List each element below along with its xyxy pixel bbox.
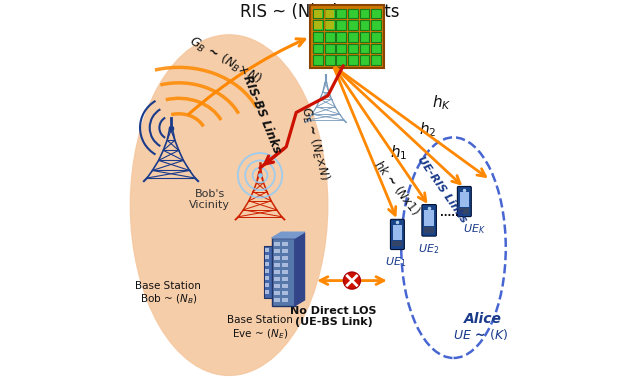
Text: UE-RIS Links: UE-RIS Links (415, 154, 468, 225)
Bar (273, 291, 280, 295)
Bar (337, 44, 346, 53)
Bar (325, 55, 335, 65)
Text: $UE_K$: $UE_K$ (463, 223, 486, 236)
Bar (282, 291, 288, 295)
Bar (348, 32, 358, 42)
Text: $UE_1$: $UE_1$ (385, 255, 406, 269)
Bar (282, 249, 288, 253)
Text: Base Station
Eve ~ $(N_E)$: Base Station Eve ~ $(N_E)$ (227, 315, 293, 341)
Bar (325, 32, 335, 42)
Bar (371, 9, 381, 19)
Bar (313, 32, 323, 42)
Bar (337, 9, 346, 19)
Bar (313, 9, 323, 19)
Bar (424, 227, 435, 233)
Bar (265, 255, 269, 259)
Polygon shape (264, 246, 271, 298)
Bar (273, 256, 280, 260)
FancyBboxPatch shape (422, 205, 436, 236)
Bar (460, 192, 469, 207)
Text: $\mathit{G_E}$ ~ $\mathit{(N_E}$$\mathit{\times N)}$: $\mathit{G_E}$ ~ $\mathit{(N_E}$$\mathit… (296, 104, 332, 182)
Bar (325, 9, 335, 19)
Bar (348, 55, 358, 65)
Bar (282, 263, 288, 267)
Bar (313, 55, 323, 65)
Bar (392, 241, 403, 247)
Bar (310, 5, 384, 68)
Text: $\mathit{G_B}$ ~ $\mathit{(N_B}$$\mathit{\times N)}$: $\mathit{G_B}$ ~ $\mathit{(N_B}$$\mathit… (186, 33, 264, 87)
Bar (348, 9, 358, 19)
Bar (313, 21, 323, 30)
Bar (325, 44, 335, 53)
FancyBboxPatch shape (390, 219, 404, 250)
Bar (325, 21, 333, 29)
Bar (265, 290, 269, 294)
Bar (337, 21, 346, 30)
Bar (265, 269, 269, 273)
Text: Alice: Alice (463, 312, 502, 326)
Text: Base Station
Bob ~ $(N_B)$: Base Station Bob ~ $(N_B)$ (135, 281, 201, 306)
Bar (282, 298, 288, 302)
Bar (282, 270, 288, 274)
Text: $h_2$: $h_2$ (419, 120, 436, 139)
Bar (282, 284, 288, 288)
Text: $\mathit{hk}$ ~ $\mathit{(Nx1)}$: $\mathit{hk}$ ~ $\mathit{(Nx1)}$ (371, 157, 424, 218)
Bar (325, 21, 335, 30)
Bar (273, 284, 280, 288)
Text: No Direct LOS
(UE-BS Link): No Direct LOS (UE-BS Link) (291, 306, 377, 327)
Bar (265, 276, 269, 280)
Bar (273, 263, 280, 267)
Bar (265, 262, 269, 266)
Bar (348, 44, 358, 53)
Text: $h_K$: $h_K$ (432, 93, 452, 112)
Text: RIS-BS Links: RIS-BS Links (241, 73, 284, 155)
Bar (360, 32, 369, 42)
Bar (271, 238, 295, 306)
Bar (265, 248, 269, 252)
Text: $UE$ ~ $(K)$: $UE$ ~ $(K)$ (453, 327, 508, 342)
Text: Bob's
Vicinity: Bob's Vicinity (189, 188, 230, 210)
Bar (360, 55, 369, 65)
Bar (273, 277, 280, 281)
Bar (337, 55, 346, 65)
Polygon shape (295, 232, 305, 306)
Text: ......: ...... (440, 208, 462, 218)
Bar (371, 32, 381, 42)
Bar (371, 44, 381, 53)
Ellipse shape (131, 35, 328, 375)
Bar (273, 270, 280, 274)
Bar (325, 10, 333, 18)
Bar (393, 224, 402, 240)
Bar (360, 44, 369, 53)
FancyBboxPatch shape (458, 187, 471, 217)
Bar (360, 9, 369, 19)
Bar (282, 277, 288, 281)
Bar (313, 44, 323, 53)
Bar (337, 32, 346, 42)
Bar (273, 298, 280, 302)
Bar (282, 242, 288, 246)
Text: $h_1$: $h_1$ (390, 144, 407, 162)
Text: RIS ~ (N) elements: RIS ~ (N) elements (240, 3, 400, 21)
Polygon shape (271, 232, 305, 238)
Bar (460, 208, 469, 214)
Text: $UE_2$: $UE_2$ (418, 242, 439, 256)
Bar (424, 210, 434, 226)
Bar (348, 21, 358, 30)
Bar (371, 21, 381, 30)
Bar (314, 21, 322, 29)
Circle shape (344, 272, 360, 289)
Bar (273, 242, 280, 246)
Bar (314, 10, 322, 18)
Bar (282, 256, 288, 260)
Bar (265, 283, 269, 287)
Bar (371, 55, 381, 65)
Bar (360, 21, 369, 30)
Bar (273, 249, 280, 253)
